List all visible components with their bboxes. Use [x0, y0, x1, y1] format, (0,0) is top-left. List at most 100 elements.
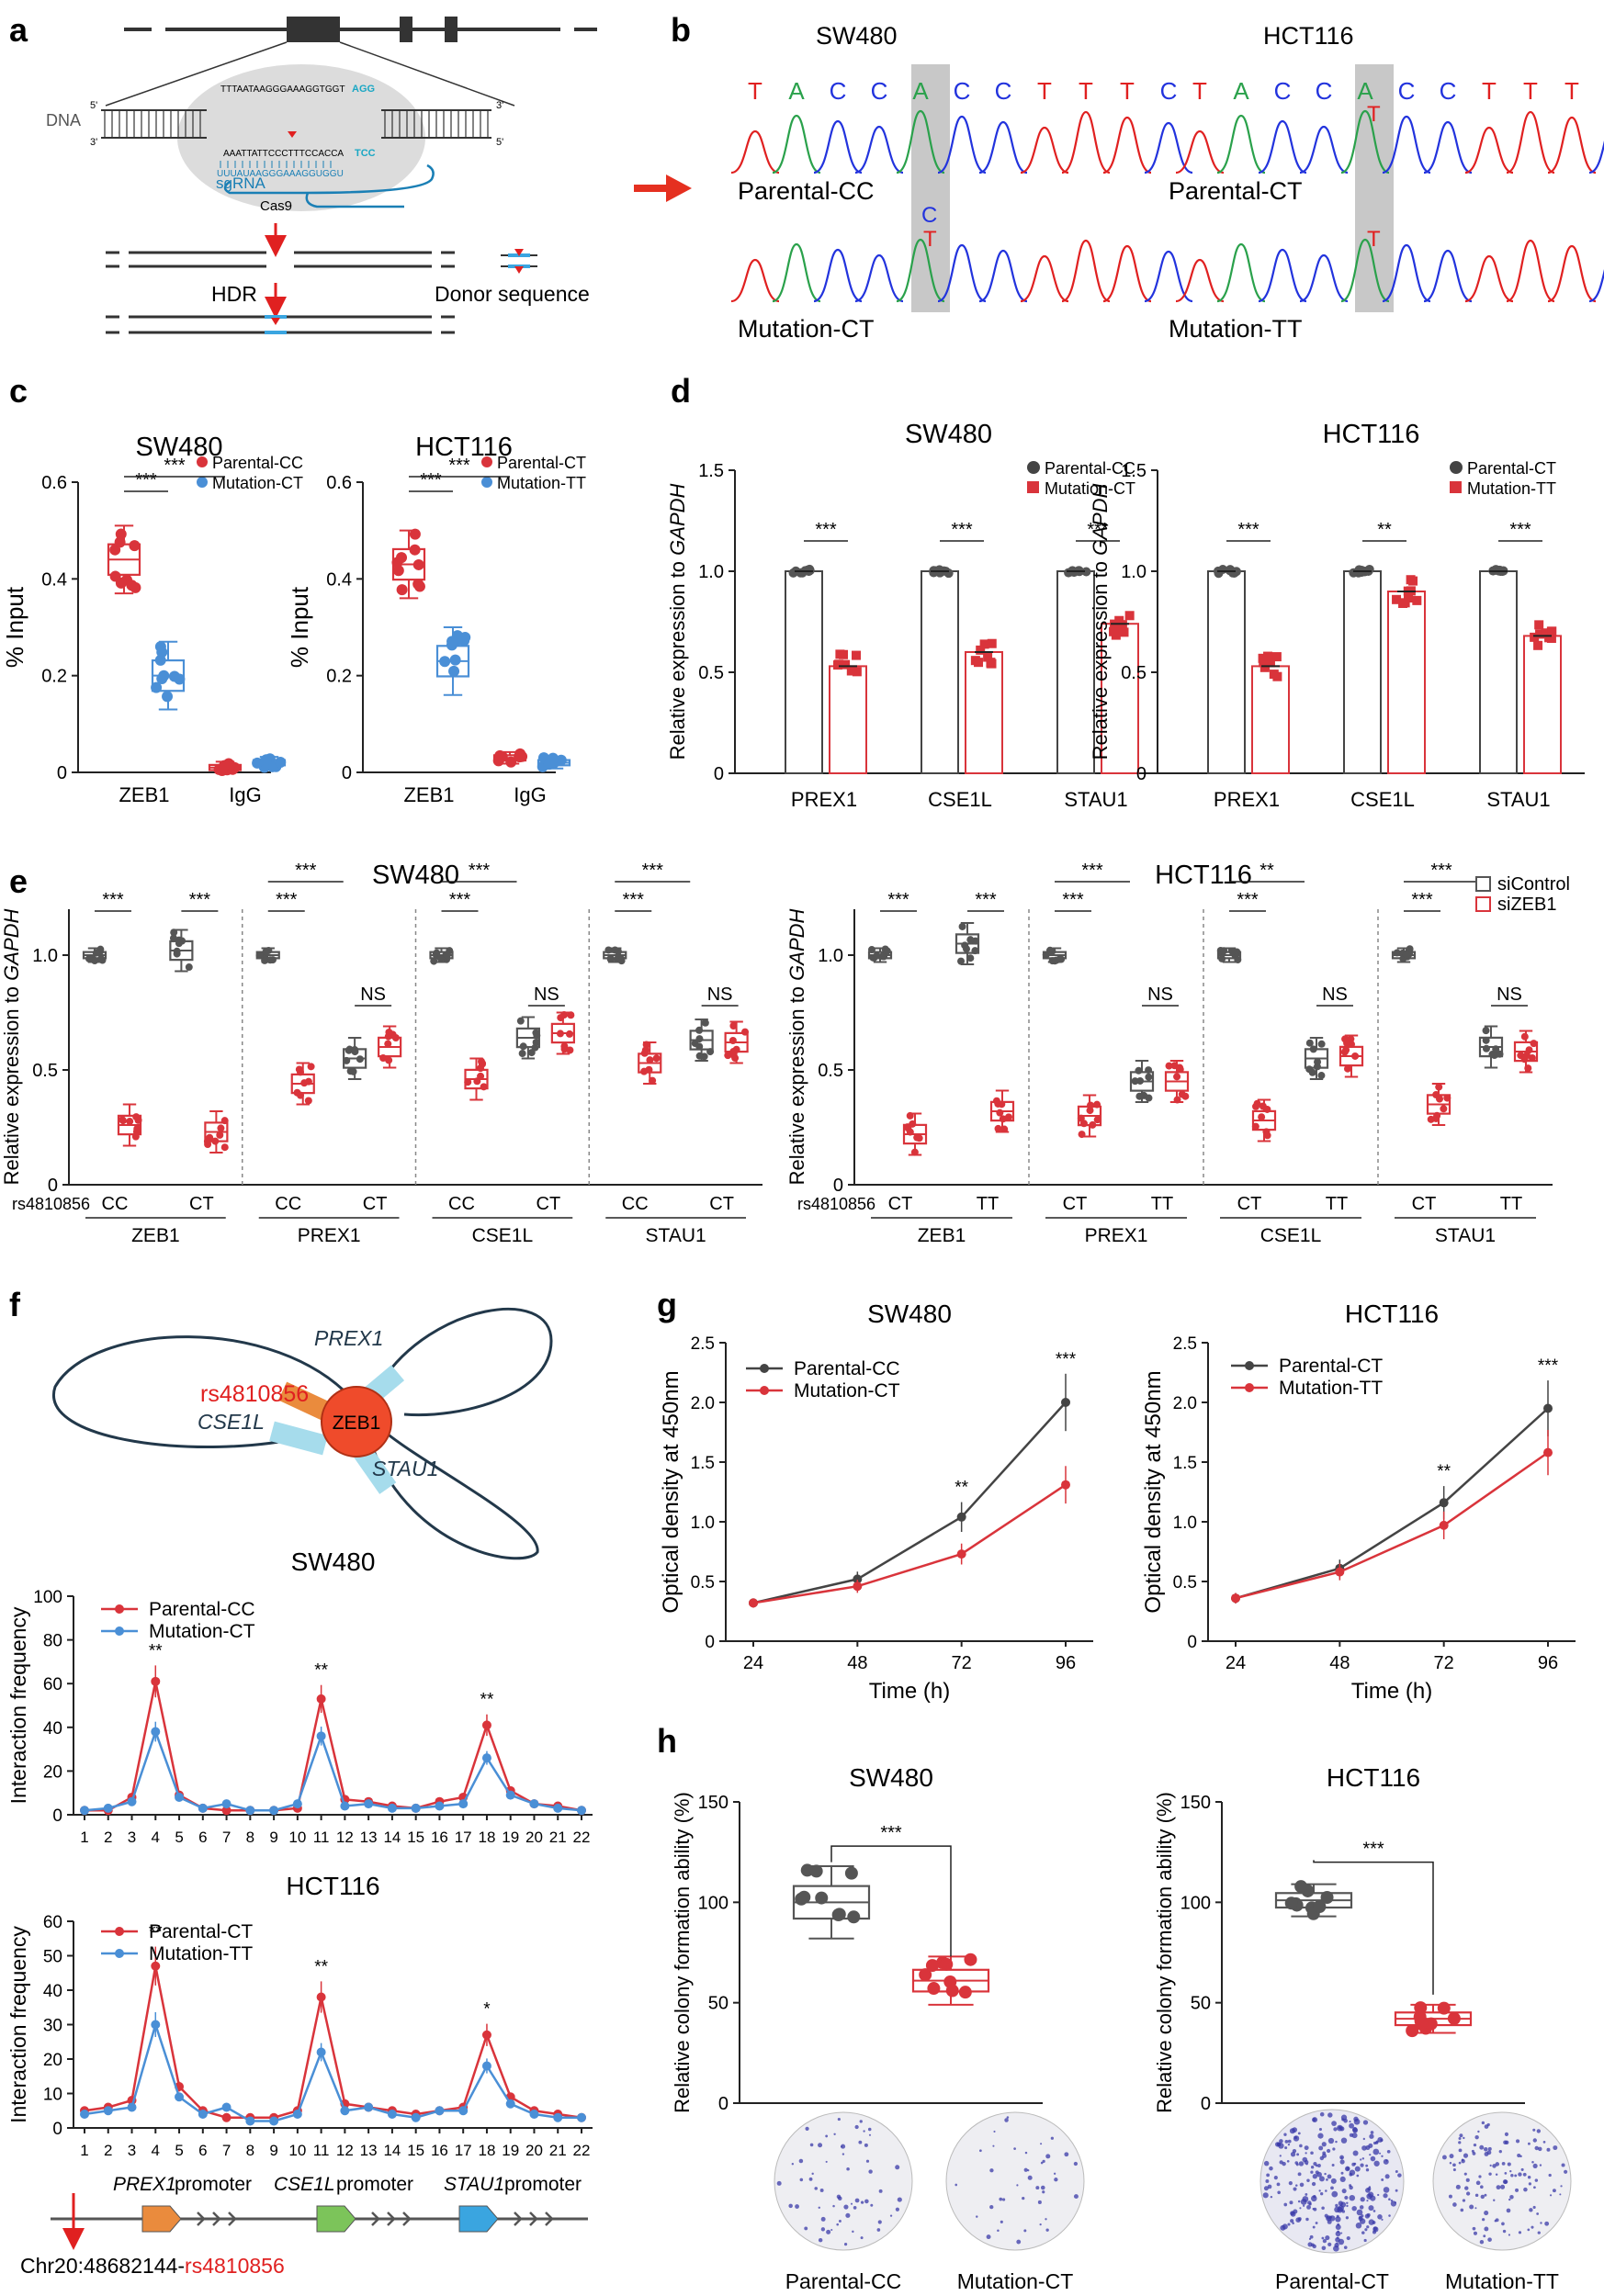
x-tick-label: 96 — [1538, 1653, 1558, 1673]
colony — [1037, 2200, 1042, 2204]
colony — [878, 2189, 883, 2193]
bar — [921, 570, 959, 774]
colony — [852, 2230, 854, 2234]
peak — [730, 258, 780, 303]
y-tick-label: 1.5 — [698, 461, 724, 481]
data-point — [129, 540, 141, 552]
x-tick-label: 8 — [246, 1829, 254, 1846]
data-point — [974, 658, 984, 668]
data-point — [80, 2110, 89, 2119]
cse1l-promoter-box — [316, 2205, 356, 2233]
peak — [1216, 242, 1266, 303]
data-point — [519, 1042, 527, 1051]
colony — [1495, 2173, 1498, 2176]
data-point — [617, 957, 626, 965]
peak — [1258, 119, 1307, 174]
data-point — [729, 1037, 737, 1045]
y-tick-label: 1.0 — [1173, 1514, 1197, 1533]
colony — [1379, 2152, 1382, 2155]
data-point — [1173, 1096, 1181, 1104]
legend-marker — [760, 1386, 769, 1395]
data-point — [343, 1056, 351, 1064]
colony — [1361, 2145, 1367, 2151]
base-letter: T — [1482, 77, 1497, 105]
colony — [1331, 2190, 1339, 2198]
legend-marker — [1245, 1383, 1254, 1392]
colony — [1493, 2199, 1496, 2201]
peak — [896, 238, 945, 303]
colony — [1023, 2229, 1027, 2233]
genotype-tick: CT — [709, 1194, 734, 1214]
data-point — [443, 951, 451, 960]
data-point — [906, 1111, 914, 1120]
colony — [799, 2178, 804, 2182]
colony — [1474, 2193, 1479, 2198]
data-point — [547, 752, 559, 764]
peak — [1464, 254, 1514, 303]
data-point — [1305, 1039, 1314, 1047]
data-point — [1492, 1045, 1500, 1053]
colony — [1546, 2147, 1551, 2152]
colony — [1023, 2167, 1028, 2172]
colony — [1366, 2212, 1371, 2217]
data-point — [307, 1063, 315, 1071]
sig-label: *** — [1237, 890, 1259, 910]
data-point — [245, 2116, 255, 2126]
data-point — [797, 1890, 811, 1904]
data-point — [649, 1076, 657, 1085]
hct116-par-allele-T: T — [1367, 102, 1381, 127]
data-point — [516, 1017, 525, 1025]
data-point — [652, 1054, 661, 1063]
colony — [1370, 2195, 1376, 2201]
data-point — [446, 636, 458, 647]
colony — [1360, 2163, 1364, 2167]
colony — [1395, 2189, 1398, 2192]
colony — [1327, 2174, 1332, 2179]
colony — [845, 2212, 851, 2218]
legend-label: Mutation-TT — [497, 474, 586, 492]
colony — [1312, 2244, 1316, 2249]
peak — [978, 249, 1028, 303]
data-point — [940, 1957, 954, 1971]
data-point — [983, 652, 993, 662]
dna-rungs — [104, 110, 489, 138]
colony — [1500, 2184, 1506, 2189]
colony — [859, 2120, 863, 2123]
genotype-label: rs4810856 — [12, 1195, 90, 1213]
data-point — [80, 1806, 89, 1816]
target-sequence-top: TTTAATAAGGGAAAGGTGGT — [220, 84, 345, 95]
data-point — [412, 558, 424, 570]
data-point — [1220, 947, 1228, 955]
data-point — [1343, 1039, 1351, 1047]
colony — [1353, 2116, 1359, 2122]
sig-label: NS — [360, 985, 386, 1005]
stau1-promoter-gene: STAU1 — [444, 2174, 504, 2195]
colony — [1289, 2200, 1293, 2205]
y-tick-label: 1.5 — [1121, 461, 1147, 481]
data-point — [1089, 1120, 1097, 1129]
colony — [1384, 2174, 1390, 2179]
colony — [1514, 2174, 1518, 2178]
colony — [1373, 2160, 1380, 2167]
data-point — [695, 1026, 704, 1034]
cse1l-promoter-gene: CSE1L — [274, 2174, 335, 2195]
colony — [1501, 2222, 1505, 2226]
colony — [1304, 2145, 1309, 2151]
data-point — [481, 2030, 491, 2040]
y-tick-label: 0.4 — [326, 569, 352, 590]
colony — [1518, 2172, 1522, 2177]
x-tick-label: 3 — [128, 1829, 136, 1846]
colony — [1561, 2163, 1565, 2167]
y-tick-label: 50 — [43, 1948, 62, 1967]
series-line — [752, 1483, 1067, 1604]
exon-1 — [287, 17, 340, 42]
data-point — [1349, 568, 1359, 578]
y-tick-label: 20 — [43, 1762, 62, 1782]
x-tick-label: 24 — [743, 1653, 763, 1673]
y-tick-label: 50 — [708, 1994, 729, 2014]
colony — [1313, 2195, 1316, 2199]
legend-label: siZEB1 — [1497, 895, 1556, 915]
data-point — [560, 1011, 569, 1019]
y-tick-label: 0.5 — [32, 1061, 58, 1081]
stau1-promoter-text: promoter — [504, 2174, 582, 2195]
